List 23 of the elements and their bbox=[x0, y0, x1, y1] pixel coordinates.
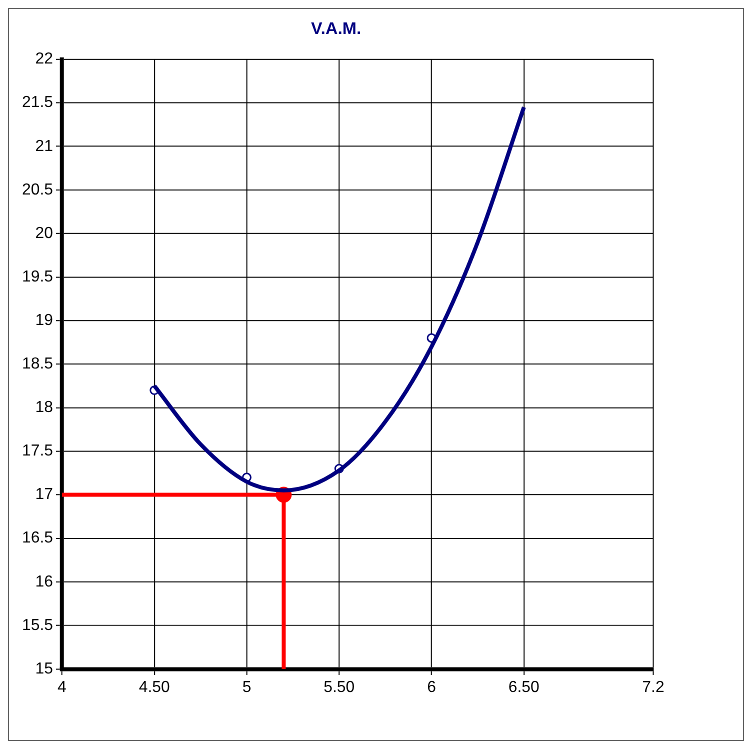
chart-title: V.A.M. bbox=[311, 18, 362, 38]
y-tick-label: 20 bbox=[35, 224, 54, 242]
x-tick-label: 4 bbox=[58, 678, 67, 696]
y-tick-label: 20.5 bbox=[22, 181, 54, 198]
x-tick-label: 5.50 bbox=[324, 678, 355, 696]
y-tick-label: 17 bbox=[35, 486, 54, 504]
x-tick-label: 6.50 bbox=[508, 678, 540, 696]
y-tick-label: 19 bbox=[35, 312, 54, 329]
y-tick-label: 18.5 bbox=[22, 356, 54, 373]
y-tick-label: 16.5 bbox=[22, 530, 54, 547]
y-tick-label: 16 bbox=[35, 573, 54, 590]
y-tick-label: 17.5 bbox=[22, 442, 54, 460]
x-tick-label: 5 bbox=[242, 678, 252, 696]
y-tick-label: 15 bbox=[35, 660, 54, 678]
x-tick-label: 4.50 bbox=[138, 678, 170, 696]
x-tick-label: 6 bbox=[427, 678, 436, 696]
y-tick-label: 21.5 bbox=[22, 94, 54, 112]
x-tick-label: 7.2 bbox=[642, 678, 664, 696]
y-tick-label: 21 bbox=[35, 138, 54, 155]
y-tick-label: 18 bbox=[35, 399, 54, 416]
y-tick-label: 15.5 bbox=[22, 616, 54, 634]
y-tick-label: 19.5 bbox=[22, 268, 54, 286]
y-tick-label: 22 bbox=[35, 50, 54, 68]
